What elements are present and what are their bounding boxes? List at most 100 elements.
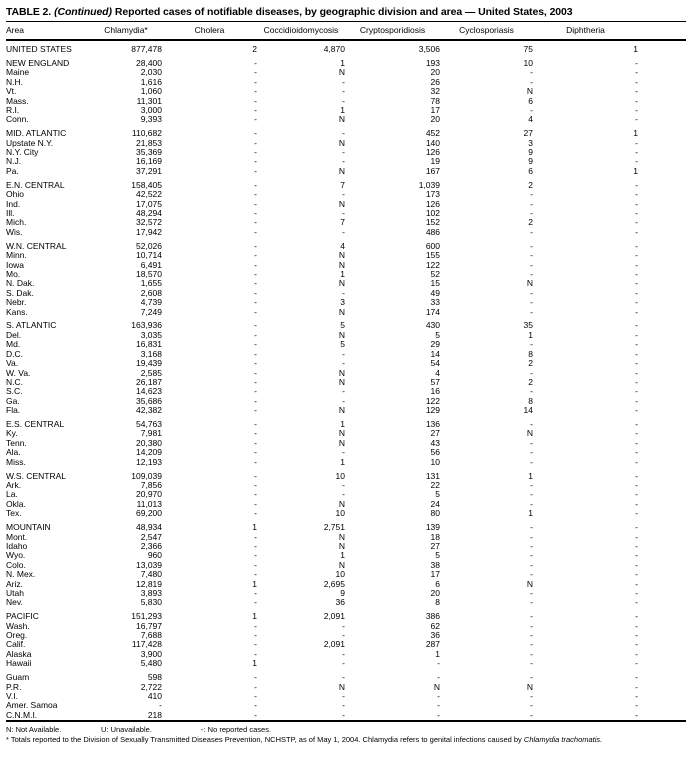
table-cell: - (254, 480, 257, 490)
table-cell: 1 (252, 659, 257, 669)
spacer-cell (638, 523, 686, 532)
table-cell: N (338, 541, 345, 551)
table-cell: - (530, 368, 533, 378)
row-label: E.N. CENTRAL (6, 180, 65, 190)
spacer-cell (638, 106, 686, 115)
table-cell: - (342, 490, 345, 500)
table-cell: 193 (425, 58, 440, 68)
table-cell: - (254, 359, 257, 369)
table-cell: - (437, 710, 440, 720)
table-cell: 15 (430, 279, 440, 289)
table-cell: 1,655 (140, 279, 162, 289)
table-cell: 10 (335, 570, 345, 580)
table-cell: - (254, 288, 257, 298)
table-cell: 5 (340, 340, 345, 350)
table-cell: - (530, 420, 533, 430)
table-cell: 1 (528, 509, 533, 519)
table-cell: - (635, 218, 638, 228)
row-label: Mich. (6, 218, 27, 228)
table-cell: N (433, 682, 440, 692)
table-cell: 136 (425, 420, 440, 430)
table-cell: - (530, 209, 533, 218)
table-cell: 16,831 (136, 340, 162, 350)
table-cell: 62 (430, 621, 440, 631)
table-cell: - (254, 631, 257, 641)
table-cell: 1,060 (140, 87, 162, 97)
table-row: Wyo. 960 - 1 5 - - (6, 551, 686, 560)
table-cell: 52 (430, 269, 440, 279)
table-row: Mich. 32,572 - 7 152 2 - (6, 218, 686, 227)
table-cell: 598 (147, 673, 162, 683)
table-cell: N (338, 138, 345, 148)
table-cell: - (342, 209, 345, 218)
table-cell: - (342, 692, 345, 701)
table-row: S. ATLANTIC 163,936 - 5 430 35 - (6, 321, 686, 330)
table-cell: 27 (523, 129, 533, 139)
footnotes: N: Not Available. U: Unavailable. -: No re… (6, 722, 686, 744)
table-cell: 452 (425, 129, 440, 139)
table-cell: 20 (430, 588, 440, 598)
table-cell: 10 (523, 58, 533, 68)
table-cell: - (342, 87, 345, 97)
table-cell: N (338, 166, 345, 176)
table-cell: - (342, 387, 345, 397)
table-cell: 80 (430, 509, 440, 519)
table-cell: - (254, 199, 257, 209)
table-cell: - (254, 499, 257, 509)
row-label: Iowa (6, 260, 24, 270)
table-cell: - (254, 448, 257, 458)
table-cell: 10 (430, 457, 440, 467)
table-row: S. Dak. 2,608 - - 49 - - (6, 289, 686, 298)
table-cell: N (338, 532, 345, 542)
table-cell: - (635, 377, 638, 387)
table-row: Ill. 48,294 - - 102 - - (6, 209, 686, 218)
table-row: Ark. 7,856 - - 22 - - (6, 481, 686, 490)
table-cell: - (635, 612, 638, 622)
table-cell: 3 (528, 138, 533, 148)
table-cell: - (254, 105, 257, 115)
table-cell: - (635, 138, 638, 148)
table-cell: - (342, 701, 345, 711)
table-cell: 430 (425, 321, 440, 331)
table-cell: 13,039 (136, 560, 162, 570)
table-cell: - (530, 612, 533, 622)
table-cell: 2,030 (140, 68, 162, 78)
table-row: Fla. 42,382 - N 129 14 - (6, 406, 686, 415)
table-cell: 1 (252, 612, 257, 622)
table-cell: N (338, 307, 345, 317)
table-cell: - (254, 406, 257, 416)
row-label: UNITED STATES (6, 44, 72, 54)
row-label: V.I. (6, 692, 18, 701)
header-row: Area Chlamydia* Cholera Coccidioidomycos… (6, 22, 686, 41)
table-cell: 2,091 (323, 612, 345, 622)
table-cell: 1 (340, 457, 345, 467)
table-cell: 410 (147, 692, 162, 701)
table-cell: - (635, 692, 638, 701)
spacer-cell (638, 406, 686, 415)
table-cell: - (635, 490, 638, 500)
table-cell: 5,480 (140, 659, 162, 669)
table-cell: - (635, 96, 638, 106)
spacer-cell (638, 533, 686, 542)
table-cell: 10 (335, 509, 345, 519)
table-cell: - (635, 387, 638, 397)
table-cell: 1,039 (418, 180, 440, 190)
table-cell: - (254, 429, 257, 439)
table-cell: - (635, 190, 638, 200)
table-cell: - (635, 148, 638, 158)
row-label: Idaho (6, 541, 28, 551)
table-cell: 1 (252, 579, 257, 589)
table-cell: 2,091 (323, 640, 345, 650)
spacer-cell (638, 701, 686, 710)
spacer-cell (638, 340, 686, 349)
table-cell: 35,369 (136, 148, 162, 158)
row-label: La. (6, 490, 18, 500)
table-cell: - (342, 288, 345, 298)
table-cell: - (530, 199, 533, 209)
table-cell: - (342, 649, 345, 659)
row-label: Maine (6, 68, 30, 78)
table-cell: 32,572 (136, 218, 162, 228)
document-page: TABLE 2. (Continued) Reported cases of not… (6, 6, 686, 744)
spacer-cell (638, 261, 686, 270)
spacer-cell (638, 270, 686, 279)
